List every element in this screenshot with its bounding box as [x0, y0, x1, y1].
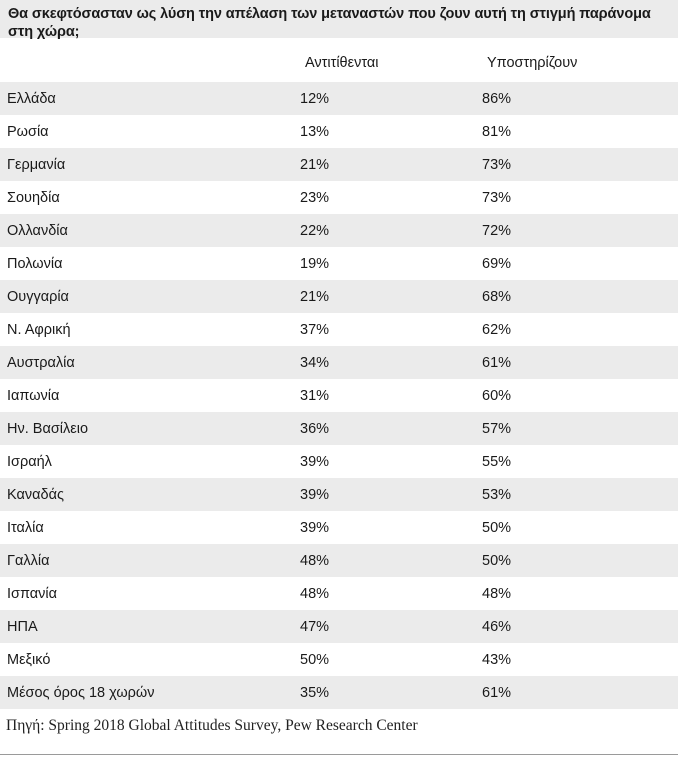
country-cell: Ν. Αφρική [7, 321, 71, 338]
table-row: Ιαπωνία 31% 60% [0, 379, 678, 412]
table-row: Ολλανδία 22% 72% [0, 214, 678, 247]
oppose-cell: 47% [298, 610, 480, 643]
country-cell: Ρωσία [7, 123, 49, 140]
table-row: Σουηδία 23% 73% [0, 181, 678, 214]
table-row: Μεξικό 50% 43% [0, 643, 678, 676]
country-cell: Ελλάδα [0, 82, 298, 115]
oppose-cell: 21% [298, 148, 480, 181]
country-cell: Ιαπωνία [7, 387, 60, 404]
source-note: Πηγή: Spring 2018 Global Attitudes Surve… [6, 717, 418, 734]
oppose-cell: 48% [300, 585, 330, 602]
oppose-cell: 13% [300, 123, 330, 140]
support-cell: 46% [480, 610, 678, 643]
table-row: Ν. Αφρική 37% 62% [0, 313, 678, 346]
oppose-cell: 36% [298, 412, 480, 445]
country-cell: Ισπανία [7, 585, 58, 602]
support-cell: 73% [482, 189, 512, 206]
data-table: Αντιτίθενται Υποστηρίζουν Ελλάδα 12% 86% Ρω… [0, 38, 678, 709]
oppose-cell: 34% [298, 346, 480, 379]
country-cell: Καναδάς [0, 478, 298, 511]
table-row: Μέσος όρος 18 χωρών 35% 61% [0, 676, 678, 709]
oppose-cell: 12% [298, 82, 480, 115]
support-cell: 68% [480, 280, 678, 313]
support-cell: 55% [482, 453, 512, 470]
support-cell: 86% [480, 82, 678, 115]
support-cell: 43% [482, 651, 512, 668]
support-cell: 60% [482, 387, 512, 404]
country-cell: Πολωνία [7, 255, 63, 272]
support-cell: 61% [480, 346, 678, 379]
oppose-cell: 39% [300, 453, 330, 470]
oppose-cell: 35% [298, 676, 480, 709]
support-cell: 48% [482, 585, 512, 602]
oppose-cell: 21% [298, 280, 480, 313]
support-cell: 72% [480, 214, 678, 247]
country-cell: Μέσος όρος 18 χωρών [0, 676, 298, 709]
country-cell: Ολλανδία [0, 214, 298, 247]
country-cell: Μεξικό [7, 651, 51, 668]
header-support: Υποστηρίζουν [487, 55, 578, 71]
table-row: ΗΠΑ 47% 46% [0, 610, 678, 643]
oppose-cell: 48% [298, 544, 480, 577]
table-row: Ισραήλ 39% 55% [0, 445, 678, 478]
table-row: Ην. Βασίλειο 36% 57% [0, 412, 678, 445]
header-country [0, 38, 298, 82]
support-cell: 53% [480, 478, 678, 511]
country-cell: Αυστραλία [0, 346, 298, 379]
table-row: Ρωσία 13% 81% [0, 115, 678, 148]
support-cell: 57% [480, 412, 678, 445]
country-cell: Ουγγαρία [0, 280, 298, 313]
support-cell: 73% [480, 148, 678, 181]
support-cell: 81% [482, 123, 512, 140]
support-cell: 50% [482, 519, 512, 536]
oppose-cell: 19% [300, 255, 330, 272]
table-body: Ελλάδα 12% 86% Ρωσία 13% 81% Γερμανία 21% 73% Σου… [0, 82, 678, 709]
country-cell: Ιταλία [7, 519, 44, 536]
country-cell: ΗΠΑ [0, 610, 298, 643]
table-row: Αυστραλία 34% 61% [0, 346, 678, 379]
table-row: Γαλλία 48% 50% [0, 544, 678, 577]
header-row: Αντιτίθενται Υποστηρίζουν [0, 38, 678, 82]
country-cell: Γερμανία [0, 148, 298, 181]
table-row: Ισπανία 48% 48% [0, 577, 678, 610]
oppose-cell: 23% [300, 189, 330, 206]
support-cell: 50% [480, 544, 678, 577]
table-row: Πολωνία 19% 69% [0, 247, 678, 280]
oppose-cell: 37% [300, 321, 330, 338]
table-row: Ιταλία 39% 50% [0, 511, 678, 544]
oppose-cell: 31% [300, 387, 330, 404]
country-cell: Γαλλία [0, 544, 298, 577]
country-cell: Ισραήλ [7, 453, 52, 470]
oppose-cell: 39% [298, 478, 480, 511]
oppose-cell: 22% [298, 214, 480, 247]
chart-container: Θα σκεφτόσασταν ως λύση την απέλαση των … [0, 0, 678, 734]
support-cell: 61% [480, 676, 678, 709]
table-row: Ελλάδα 12% 86% [0, 82, 678, 115]
oppose-cell: 50% [300, 651, 330, 668]
support-cell: 69% [482, 255, 512, 272]
table-row: Ουγγαρία 21% 68% [0, 280, 678, 313]
support-cell: 62% [482, 321, 512, 338]
table-row: Καναδάς 39% 53% [0, 478, 678, 511]
bottom-divider [0, 754, 678, 755]
header-oppose: Αντιτίθενται [305, 55, 379, 71]
oppose-cell: 39% [300, 519, 330, 536]
table-row: Γερμανία 21% 73% [0, 148, 678, 181]
country-cell: Σουηδία [7, 189, 60, 206]
country-cell: Ην. Βασίλειο [0, 412, 298, 445]
chart-title: Θα σκεφτόσασταν ως λύση την απέλαση των … [0, 0, 678, 40]
